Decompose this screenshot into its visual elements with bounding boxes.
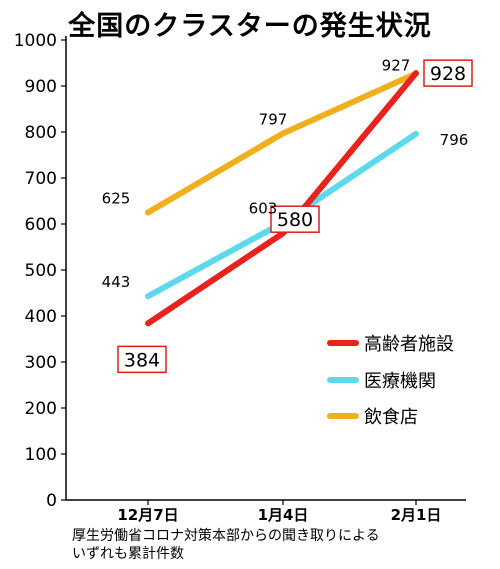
data-label: 928 <box>430 63 466 85</box>
data-label-box <box>270 205 320 233</box>
chart-axes <box>65 36 466 501</box>
y-tick-label: 100 <box>25 445 57 465</box>
source-note: 厚生労働省コロナ対策本部からの聞き取りによる いずれも累計件数 <box>72 527 380 563</box>
y-axis-ticks: 0 100 200 300 400 500 600 700 800 900 1000 <box>14 31 66 511</box>
data-label: 625 <box>102 190 131 208</box>
data-label: 927 <box>382 57 411 75</box>
chart-title: 全国のクラスターの発生状況 <box>68 11 432 42</box>
y-tick-label: 200 <box>25 399 57 419</box>
data-label: 384 <box>124 349 160 371</box>
y-tick-label: 300 <box>25 353 57 373</box>
y-tick-label: 800 <box>25 123 57 143</box>
x-tick-label: 2月1日 <box>391 506 442 524</box>
y-tick-label: 500 <box>25 261 57 281</box>
data-label: 796 <box>440 131 469 149</box>
y-tick-label: 900 <box>25 77 57 97</box>
y-tick-label: 1000 <box>14 31 57 51</box>
data-label-box <box>117 345 167 374</box>
x-axis-ticks: 12月7日 1月4日 2月1日 <box>117 500 441 524</box>
source-line: いずれも累計件数 <box>72 546 184 562</box>
y-tick-label: 600 <box>25 215 57 235</box>
x-tick-label: 1月4日 <box>258 506 309 524</box>
legend-label: 高齢者施設 <box>364 334 454 355</box>
source-line: 厚生労働省コロナ対策本部からの聞き取りによる <box>72 528 380 544</box>
line-chart: 0 100 200 300 400 500 600 700 800 900 1000 12月7日 1月… <box>14 31 473 524</box>
data-labels: 384 580 928 443 603 796 625 797 927 <box>102 57 473 374</box>
series-line <box>145 70 419 327</box>
y-tick-label: 0 <box>46 491 57 511</box>
data-label: 443 <box>102 273 131 291</box>
data-label: 797 <box>259 110 288 128</box>
y-tick-label: 400 <box>25 307 57 327</box>
data-label: 603 <box>249 200 278 218</box>
series-line <box>145 70 419 216</box>
x-tick-label: 12月7日 <box>117 506 178 524</box>
data-label: 580 <box>277 209 313 231</box>
y-tick-label: 700 <box>25 169 57 189</box>
data-label-box <box>423 59 473 87</box>
legend-label: 医療機関 <box>364 371 436 392</box>
legend-label: 飲食店 <box>364 407 418 428</box>
